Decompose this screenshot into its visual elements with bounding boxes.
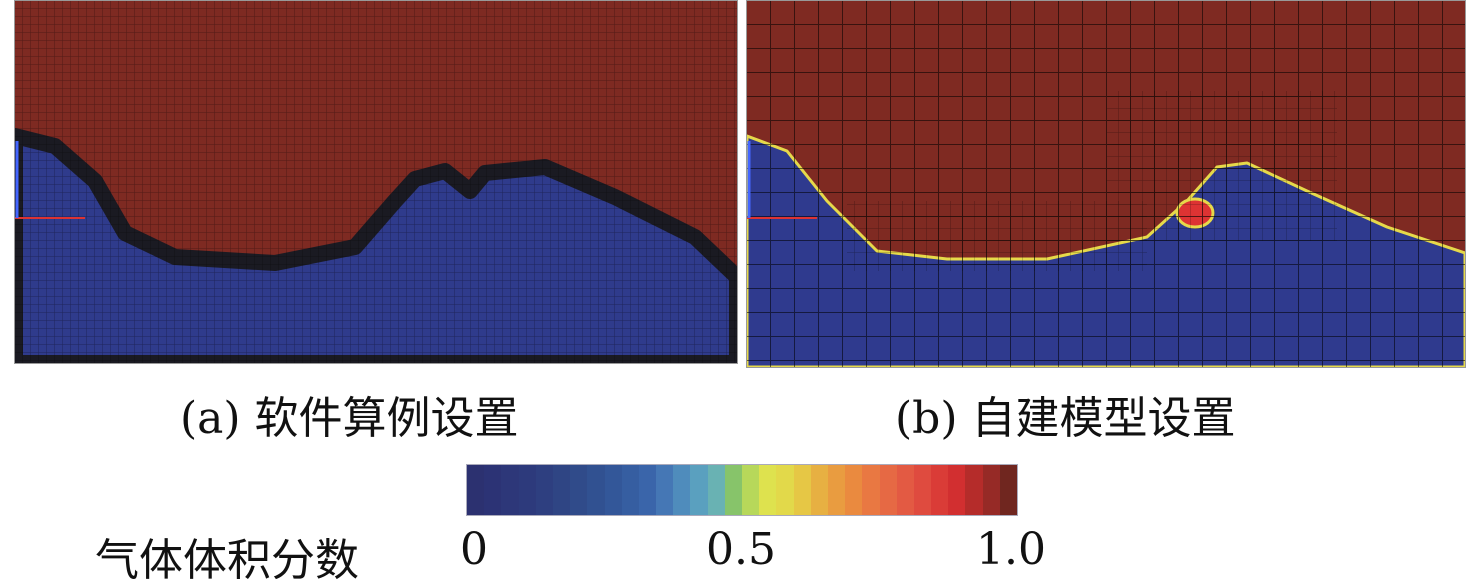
colorbar-segment <box>638 465 657 515</box>
colorbar-segment <box>621 465 639 515</box>
colorbar-segment <box>793 465 811 515</box>
simulation-panel-b <box>746 0 1466 368</box>
colorbar-segment <box>742 465 760 515</box>
colorbar-segment <box>690 465 708 515</box>
colorbar-segment <box>827 465 846 515</box>
refined-mesh <box>847 201 1147 271</box>
caption-a: (a) 软件算例设置 <box>180 393 519 444</box>
colorbar-segment <box>724 465 742 515</box>
simulation-panel-a <box>14 0 738 364</box>
colorbar-segment <box>587 465 605 515</box>
colorbar-segment <box>673 465 691 515</box>
colorbar-segment <box>879 465 897 515</box>
mesh-grid <box>15 1 737 363</box>
colorbar-segment <box>707 465 725 515</box>
colorbar-segment <box>810 465 828 515</box>
volume-fraction-contour-a <box>15 1 737 363</box>
colorbar-segment <box>931 465 949 515</box>
colorbar-segment <box>759 465 777 515</box>
colorbar-segment <box>982 465 1000 515</box>
colorbar-tick: 0 <box>460 524 488 575</box>
colorbar-segment <box>965 465 983 515</box>
colorbar-segment <box>776 465 794 515</box>
mesh-grid <box>747 1 1465 367</box>
colorbar <box>466 464 1018 516</box>
colorbar-segment <box>656 465 674 515</box>
colorbar-segment <box>484 465 502 515</box>
colorbar-segment <box>467 465 485 515</box>
colorbar-tick: 1.0 <box>976 524 1046 575</box>
colorbar-segment <box>913 465 932 515</box>
colorbar-segment <box>552 465 571 515</box>
colorbar-segment <box>501 465 519 515</box>
colorbar-segment <box>570 465 588 515</box>
colorbar-segment <box>948 465 966 515</box>
caption-b: (b) 自建模型设置 <box>895 393 1236 444</box>
colorbar-segment <box>535 465 553 515</box>
colorbar-segment <box>518 465 536 515</box>
colorbar-segment <box>845 465 863 515</box>
colorbar-segment <box>999 465 1017 515</box>
colorbar-segment <box>896 465 914 515</box>
colorbar-tick: 0.5 <box>706 524 776 575</box>
volume-fraction-contour-b <box>747 1 1465 367</box>
colorbar-segment <box>862 465 880 515</box>
colorbar-title: 气体体积分数 <box>95 535 359 586</box>
colorbar-segment <box>604 465 622 515</box>
